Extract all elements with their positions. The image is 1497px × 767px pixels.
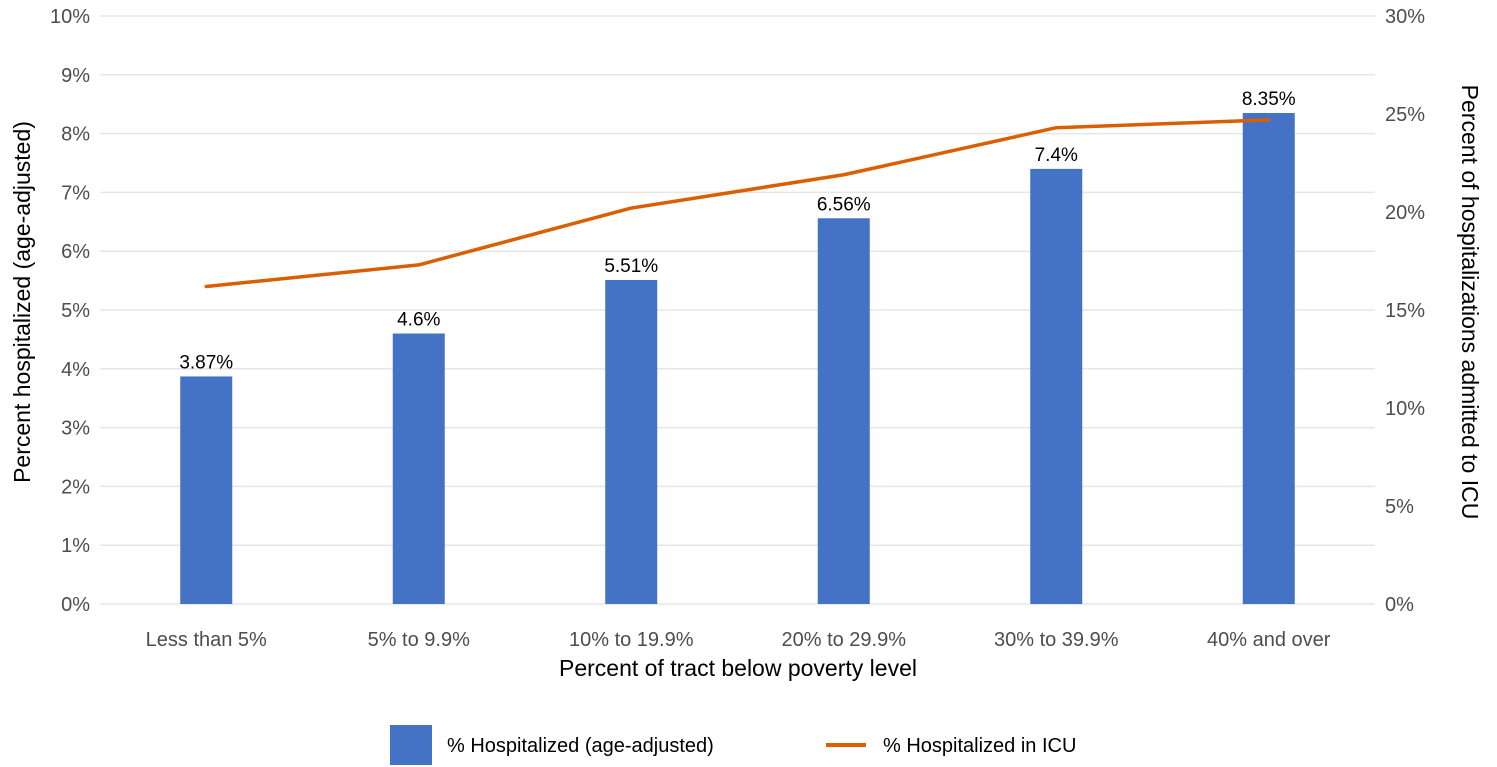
line-series xyxy=(204,118,1271,289)
x-axis-title: Percent of tract below poverty level xyxy=(559,655,917,681)
y2-tick-label: 20% xyxy=(1385,202,1425,224)
x-tick-label: 20% to 29.9% xyxy=(781,629,906,651)
icu-line xyxy=(204,118,1271,289)
y-tick-label: 2% xyxy=(61,476,90,498)
bar-data-label: 7.4% xyxy=(1035,145,1078,166)
y2-tick-label: 15% xyxy=(1385,300,1425,322)
y-tick-label: 8% xyxy=(61,124,90,146)
legend-line-label: % Hospitalized in ICU xyxy=(883,735,1076,757)
data-labels: 3.87% 4.6% 5.51% 6.56% 7.4% 8.35% xyxy=(179,89,1295,373)
y-tick-label: 0% xyxy=(61,594,90,616)
bar-data-label: 8.35% xyxy=(1242,89,1296,110)
bar xyxy=(180,376,233,604)
x-axis-ticks: Less than 5% 5% to 9.9% 10% to 19.9% 20% to… xyxy=(146,629,1331,651)
y-tick-label: 6% xyxy=(61,241,90,263)
bar xyxy=(817,218,870,604)
y-tick-label: 1% xyxy=(61,535,90,557)
left-axis-title: Percent hospitalized (age-adjusted) xyxy=(9,121,35,483)
legend: % Hospitalized (age-adjusted) % Hospital… xyxy=(390,725,1076,765)
right-axis-ticks: 0% 5% 10% 15% 20% 25% 30% xyxy=(1385,6,1425,616)
y2-tick-label: 30% xyxy=(1385,6,1425,28)
bar xyxy=(392,333,445,604)
y2-tick-label: 10% xyxy=(1385,398,1425,420)
y-tick-label: 9% xyxy=(61,65,90,87)
bar xyxy=(605,280,658,604)
right-axis-title: Percent of hospitalizations admitted to … xyxy=(1457,85,1483,520)
bar xyxy=(1030,168,1083,604)
bar-data-label: 3.87% xyxy=(179,352,233,373)
y2-tick-label: 5% xyxy=(1385,496,1414,518)
bar-data-label: 4.6% xyxy=(397,310,440,331)
x-tick-label: Less than 5% xyxy=(146,629,267,651)
gridlines xyxy=(100,15,1375,605)
y-tick-label: 4% xyxy=(61,359,90,381)
legend-bar-swatch xyxy=(390,725,432,765)
bar-data-label: 6.56% xyxy=(817,194,871,215)
bar xyxy=(1242,113,1295,605)
y-tick-label: 10% xyxy=(50,6,90,28)
x-tick-label: 10% to 19.9% xyxy=(569,629,694,651)
x-tick-label: 40% and over xyxy=(1207,629,1331,651)
x-tick-label: 30% to 39.9% xyxy=(994,629,1119,651)
y2-tick-label: 0% xyxy=(1385,594,1414,616)
bar-series xyxy=(180,113,1295,605)
y2-tick-label: 25% xyxy=(1385,104,1425,126)
x-tick-label: 5% to 9.9% xyxy=(368,629,471,651)
y-tick-label: 7% xyxy=(61,182,90,204)
y-tick-label: 5% xyxy=(61,300,90,322)
bar-data-label: 5.51% xyxy=(604,256,658,277)
left-axis-ticks: 0% 1% 2% 3% 4% 5% 6% 7% 8% 9% 10% xyxy=(50,6,90,616)
legend-bar-label: % Hospitalized (age-adjusted) xyxy=(447,735,714,757)
y-tick-label: 3% xyxy=(61,418,90,440)
